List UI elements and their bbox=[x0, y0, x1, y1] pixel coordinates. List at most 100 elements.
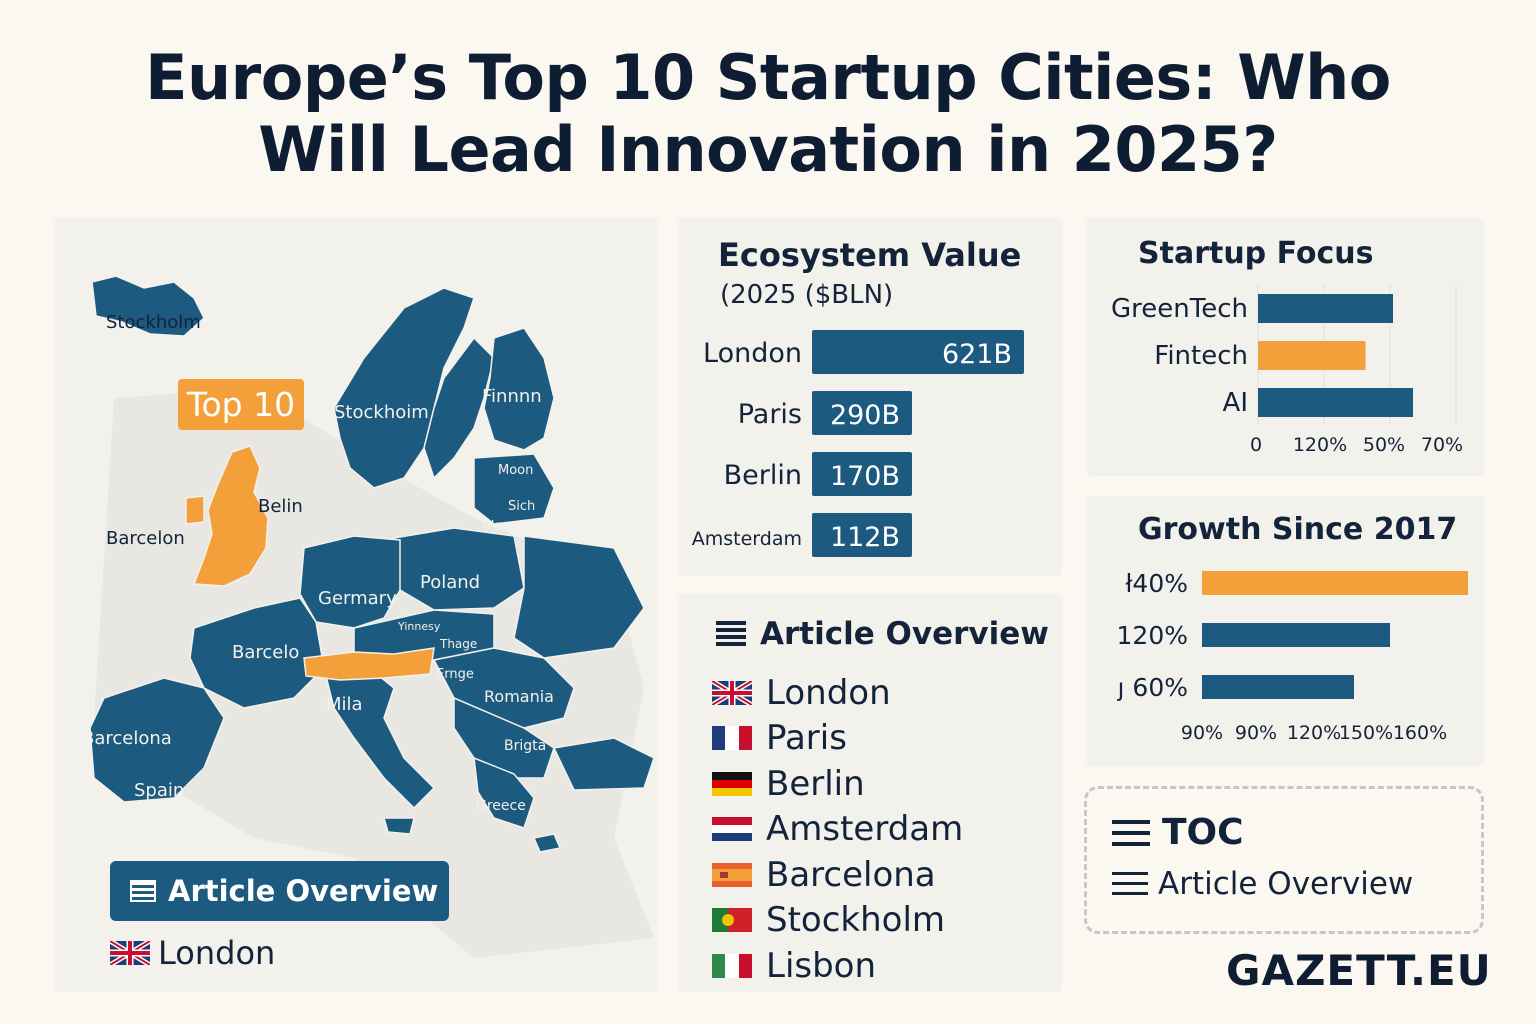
focus-tick-label: 0 bbox=[1250, 434, 1262, 456]
overview-item-amsterdam[interactable]: Amsterdam bbox=[712, 807, 963, 853]
france-flag-icon bbox=[712, 726, 752, 751]
map-label: Barcelo bbox=[232, 642, 299, 663]
overview-item-label: Paris bbox=[766, 718, 847, 759]
map-label: Moon bbox=[498, 463, 533, 478]
overview-item-paris[interactable]: Paris bbox=[712, 716, 963, 762]
overview-item-barcelona[interactable]: Barcelona bbox=[712, 852, 963, 898]
overview-list: London Paris Berlin Amsterdam Barcelona … bbox=[712, 670, 963, 989]
document-icon bbox=[130, 880, 156, 902]
focus-bar bbox=[1258, 294, 1393, 323]
map-label: Stockholm bbox=[106, 312, 201, 333]
focus-bar bbox=[1258, 341, 1366, 370]
brand-logo: GAZETT.EU bbox=[1226, 946, 1492, 995]
growth-bar bbox=[1202, 571, 1468, 595]
map-label: Ernge bbox=[436, 667, 474, 682]
value-bar-label: 290B bbox=[830, 400, 900, 431]
page-title: Europe’s Top 10 Startup Cities: Who Will… bbox=[0, 42, 1536, 186]
value-category-label: Berlin bbox=[724, 460, 802, 491]
overview-item-berlin[interactable]: Berlin bbox=[712, 761, 963, 807]
map-label: Mila bbox=[326, 694, 363, 715]
growth-bar bbox=[1202, 675, 1354, 699]
article-overview-heading-label: Article Overview bbox=[760, 616, 1049, 652]
map-label: Romania bbox=[484, 687, 554, 706]
title-line-2: Will Lead Innovation in 2025? bbox=[258, 113, 1278, 186]
growth-bar bbox=[1202, 623, 1390, 647]
map-label: Greece bbox=[476, 798, 526, 814]
netherlands-flag-icon bbox=[712, 817, 752, 842]
focus-category-label: GreenTech bbox=[1111, 294, 1248, 324]
value-bar bbox=[812, 391, 912, 435]
value-category-label: Amsterdam bbox=[692, 528, 802, 550]
ecosystem-value-subtitle: (2025 ($BLN) bbox=[720, 280, 894, 310]
growth-category-label: ł40% bbox=[1125, 569, 1188, 598]
growth-category-label: ȷ 60% bbox=[1117, 673, 1188, 702]
value-category-label: Paris bbox=[738, 399, 802, 430]
portugal-flag-icon bbox=[712, 908, 752, 933]
map-label: Brigta bbox=[504, 738, 546, 754]
map-label: Barcelon bbox=[106, 528, 185, 549]
map-label: Finnnn bbox=[482, 386, 542, 407]
map-label: Yinnesy bbox=[397, 620, 441, 633]
toc-item-article-overview[interactable]: Article Overview bbox=[1112, 866, 1413, 902]
uk-flag-icon bbox=[110, 941, 150, 965]
toc-heading-label: TOC bbox=[1162, 812, 1244, 853]
focus-tick-label: 50% bbox=[1363, 434, 1405, 456]
article-overview-heading: Article Overview bbox=[716, 616, 1049, 652]
ecosystem-value-chart: London 621B Paris 290B Berlin 170B Amsterdam 11… bbox=[692, 330, 1024, 557]
italy-flag-icon bbox=[712, 953, 752, 978]
list-icon bbox=[716, 621, 746, 647]
map-label: Sich bbox=[508, 499, 535, 514]
article-overview-button[interactable]: Article Overview bbox=[110, 861, 449, 921]
map-label: Stockhoim bbox=[334, 402, 429, 423]
map-label: Alam bbox=[482, 519, 515, 534]
title-line-1: Europe’s Top 10 Startup Cities: Who bbox=[145, 41, 1391, 114]
toc-heading: TOC bbox=[1112, 812, 1244, 853]
growth-tick-label: 90% bbox=[1181, 722, 1223, 744]
map-label: Poland bbox=[420, 572, 480, 593]
growth-tick-label: 90% bbox=[1235, 722, 1277, 744]
growth-chart: ł40%120%ȷ 60%90% 90% 120%150% 160% bbox=[1117, 569, 1468, 744]
focus-bar bbox=[1258, 388, 1413, 417]
growth-tick-label: 120% bbox=[1287, 722, 1341, 744]
map-label: Thage bbox=[439, 637, 477, 651]
focus-tick-label: 70% bbox=[1421, 434, 1463, 456]
spain-flag-icon bbox=[712, 862, 752, 887]
toc-box bbox=[1084, 786, 1484, 934]
focus-category-label: Fintech bbox=[1154, 341, 1248, 371]
map-label: Belin bbox=[258, 496, 303, 517]
overview-item-label: Berlin bbox=[766, 763, 865, 804]
startup-focus-chart: GreenTech Fintech AI0 120% 50% 70% bbox=[1111, 284, 1463, 456]
growth-title: Growth Since 2017 bbox=[1138, 512, 1458, 547]
growth-category-label: 120% bbox=[1117, 621, 1188, 650]
value-bar bbox=[812, 513, 912, 557]
map-label: Spain bbox=[134, 780, 184, 801]
growth-tick-label: 150% bbox=[1339, 722, 1393, 744]
overview-item-label: Lisbon bbox=[766, 945, 877, 986]
ecosystem-value-title: Ecosystem Value bbox=[718, 236, 1022, 274]
uk-flag-icon bbox=[712, 680, 752, 705]
overview-item-london[interactable]: London bbox=[712, 670, 963, 716]
menu-icon bbox=[1112, 819, 1150, 846]
map-label: Germary bbox=[318, 588, 397, 609]
overview-item-label: Amsterdam bbox=[766, 809, 964, 850]
map-labels: Stockholm Stockhoim Finnnn Belin Barcelo… bbox=[82, 312, 554, 814]
overview-item-lisbon[interactable]: Lisbon bbox=[712, 943, 963, 989]
overview-item-label: Stockholm bbox=[766, 900, 946, 941]
value-bar bbox=[812, 330, 1024, 374]
map-city-label: London bbox=[158, 934, 276, 972]
europe-map: Stockholm Stockhoim Finnnn Belin Barcelo… bbox=[82, 275, 655, 958]
value-category-label: London bbox=[703, 338, 802, 369]
overview-item-stockholm[interactable]: Stockholm bbox=[712, 898, 963, 944]
focus-category-label: AI bbox=[1223, 388, 1248, 418]
overview-item-label: London bbox=[766, 672, 891, 713]
map-city-link[interactable]: London bbox=[110, 934, 275, 972]
germany-flag-icon bbox=[712, 771, 752, 796]
list-icon bbox=[1112, 872, 1148, 896]
focus-tick-label: 120% bbox=[1293, 434, 1347, 456]
value-bar-label: 621B bbox=[942, 339, 1012, 370]
top-10-badge: Top 10 bbox=[178, 379, 304, 430]
value-bar bbox=[812, 452, 912, 496]
map-label: Barcelona bbox=[82, 728, 172, 749]
value-bar-label: 170B bbox=[830, 461, 900, 492]
toc-item-label: Article Overview bbox=[1158, 866, 1414, 902]
